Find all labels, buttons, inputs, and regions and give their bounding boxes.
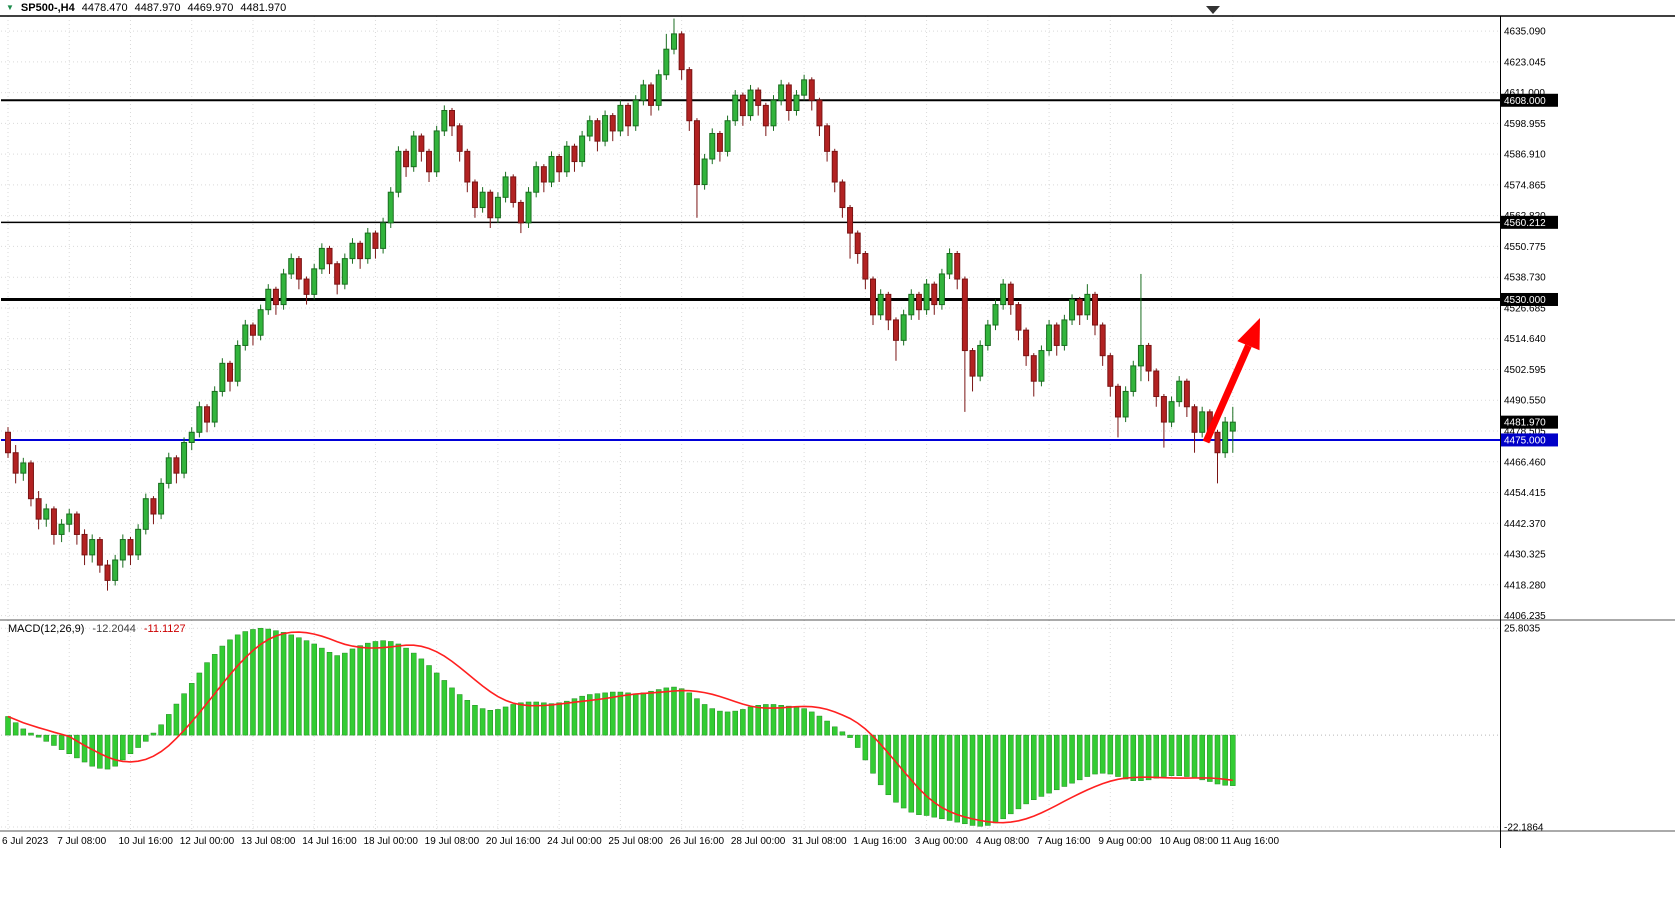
svg-text:7 Jul 08:00: 7 Jul 08:00 [57, 836, 106, 847]
price-line-tags: 4608.000 4560.212 4530.000 4475.000 4481.970 [1501, 93, 1558, 447]
svg-text:24 Jul 00:00: 24 Jul 00:00 [547, 836, 602, 847]
svg-text:4442.370: 4442.370 [1504, 519, 1546, 530]
svg-text:4560.212: 4560.212 [1504, 218, 1546, 229]
svg-text:4481.970: 4481.970 [1504, 418, 1546, 429]
macd-name: MACD(12,26,9) [8, 623, 85, 635]
svg-text:25 Jul 08:00: 25 Jul 08:00 [608, 836, 663, 847]
svg-text:4 Aug 08:00: 4 Aug 08:00 [976, 836, 1030, 847]
svg-text:31 Jul 08:00: 31 Jul 08:00 [792, 836, 847, 847]
svg-text:1 Aug 16:00: 1 Aug 16:00 [853, 836, 907, 847]
svg-text:4608.000: 4608.000 [1504, 96, 1546, 107]
symbol-info-bar: ▼ SP500-,H4 4478.470 4487.970 4469.970 4… [6, 1, 286, 15]
svg-text:-22.1864: -22.1864 [1504, 823, 1544, 834]
macd-main-value: -12.2044 [92, 623, 136, 635]
ohlc-open-value: 4478.470 [81, 2, 128, 14]
svg-text:4478.505: 4478.505 [1504, 426, 1546, 437]
macd-histogram [5, 627, 1236, 827]
svg-text:4550.775: 4550.775 [1504, 242, 1546, 253]
svg-text:4623.045: 4623.045 [1504, 57, 1546, 68]
svg-text:20 Jul 16:00: 20 Jul 16:00 [486, 836, 541, 847]
svg-text:4502.595: 4502.595 [1504, 365, 1546, 376]
svg-text:4530.000: 4530.000 [1504, 295, 1546, 306]
svg-text:4635.090: 4635.090 [1504, 27, 1546, 38]
svg-text:4430.325: 4430.325 [1504, 550, 1546, 561]
svg-text:28 Jul 00:00: 28 Jul 00:00 [731, 836, 786, 847]
svg-text:4611.000: 4611.000 [1504, 88, 1545, 99]
svg-text:4454.415: 4454.415 [1504, 488, 1546, 499]
chart-shift-marker-icon[interactable] [1206, 6, 1220, 14]
svg-text:6 Jul 2023: 6 Jul 2023 [2, 836, 49, 847]
svg-text:4418.280: 4418.280 [1504, 580, 1546, 591]
svg-text:4466.460: 4466.460 [1504, 457, 1546, 468]
time-axis-labels: 6 Jul 2023 7 Jul 08:00 10 Jul 16:00 12 Jul … [2, 836, 1279, 847]
svg-text:4490.550: 4490.550 [1504, 396, 1546, 407]
svg-text:4574.865: 4574.865 [1504, 180, 1546, 191]
svg-text:4514.640: 4514.640 [1504, 334, 1546, 345]
macd-indicator-label: MACD(12,26,9) -12.2044 -11.1127 [8, 623, 186, 635]
svg-text:10 Jul 16:00: 10 Jul 16:00 [118, 836, 173, 847]
svg-text:4475.000: 4475.000 [1504, 435, 1546, 446]
svg-text:4406.235: 4406.235 [1504, 611, 1546, 622]
svg-text:25.8035: 25.8035 [1504, 624, 1541, 635]
svg-text:4586.910: 4586.910 [1504, 150, 1546, 161]
svg-text:9 Aug 00:00: 9 Aug 00:00 [1098, 836, 1152, 847]
svg-text:14 Jul 16:00: 14 Jul 16:00 [302, 836, 357, 847]
symbol-dropdown-icon[interactable]: ▼ [6, 3, 14, 12]
ohlc-low-value: 4469.970 [187, 2, 234, 14]
svg-text:10 Aug 08:00: 10 Aug 08:00 [1160, 836, 1219, 847]
svg-text:18 Jul 00:00: 18 Jul 00:00 [363, 836, 418, 847]
svg-text:12 Jul 00:00: 12 Jul 00:00 [180, 836, 235, 847]
svg-text:11 Aug 16:00: 11 Aug 16:00 [1221, 836, 1280, 847]
symbol-timeframe-label: SP500-,H4 [20, 2, 75, 14]
svg-text:13 Jul 08:00: 13 Jul 08:00 [241, 836, 296, 847]
svg-text:4598.955: 4598.955 [1504, 119, 1546, 130]
macd-signal-line [7, 631, 1233, 824]
svg-text:4526.685: 4526.685 [1504, 303, 1546, 314]
panel-borders [0, 15, 1675, 848]
ohlc-close-value: 4481.970 [240, 2, 287, 14]
macd-axis-labels: 25.8035 -22.1864 [1504, 624, 1544, 834]
arrow-up-annotation[interactable] [1202, 318, 1260, 444]
candlesticks [5, 18, 1236, 591]
macd-signal-value: -11.1127 [143, 623, 186, 635]
price-axis-labels: 4635.090 4623.045 4611.000 4598.955 4586.910… [1504, 27, 1546, 622]
svg-text:7 Aug 16:00: 7 Aug 16:00 [1037, 836, 1091, 847]
ohlc-high-value: 4487.970 [134, 2, 181, 14]
svg-text:3 Aug 00:00: 3 Aug 00:00 [915, 836, 969, 847]
svg-text:19 Jul 08:00: 19 Jul 08:00 [425, 836, 480, 847]
svg-text:4538.730: 4538.730 [1504, 273, 1546, 284]
svg-text:26 Jul 16:00: 26 Jul 16:00 [670, 836, 725, 847]
